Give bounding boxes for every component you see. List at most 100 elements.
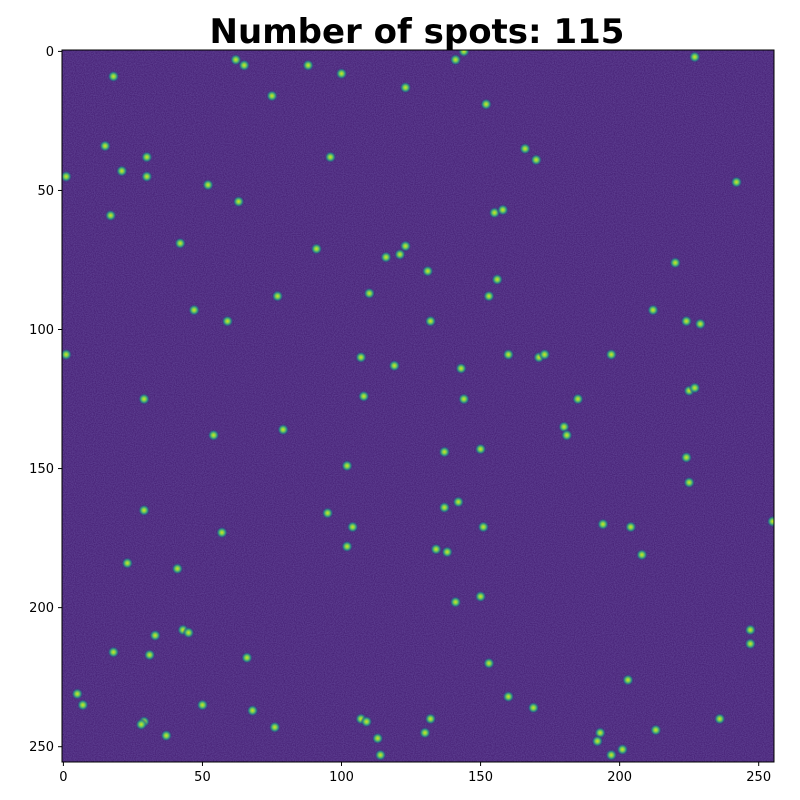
spot-27 xyxy=(380,251,393,264)
spot-73 xyxy=(624,520,637,533)
spot-3 xyxy=(335,67,348,80)
spot-108 xyxy=(371,732,384,745)
spot-48 xyxy=(605,348,618,361)
spot-32 xyxy=(271,290,284,303)
spot-41 xyxy=(62,348,73,361)
spot-62 xyxy=(341,459,354,472)
spot-44 xyxy=(455,362,468,375)
spot-69 xyxy=(215,526,228,539)
spot-90 xyxy=(482,657,495,670)
y-tick-label-50: 50 xyxy=(37,184,54,199)
spot-36 xyxy=(221,315,234,328)
spot-25 xyxy=(310,242,323,255)
spot-58 xyxy=(560,429,573,442)
spot-20 xyxy=(232,195,245,208)
x-tick-label-200: 200 xyxy=(607,770,632,785)
x-tick-label-250: 250 xyxy=(746,770,771,785)
x-axis: 0 50 100 150 200 250 xyxy=(59,762,771,785)
spot-35 xyxy=(188,304,201,317)
spot-106 xyxy=(649,724,662,737)
spot-61 xyxy=(680,451,693,464)
spot-67 xyxy=(438,501,451,514)
spot-70 xyxy=(346,520,359,533)
y-tick-label-250: 250 xyxy=(29,740,54,755)
spot-81 xyxy=(474,590,487,603)
spot-28 xyxy=(393,248,406,261)
spot-78 xyxy=(121,557,134,570)
spot-12 xyxy=(324,151,337,164)
spot-6 xyxy=(688,50,701,63)
y-tick-label-150: 150 xyxy=(29,462,54,477)
spot-31 xyxy=(491,273,504,286)
spot-113 xyxy=(616,743,629,756)
spot-60 xyxy=(474,443,487,456)
spot-14 xyxy=(530,153,543,166)
spot-10 xyxy=(99,139,112,152)
spot-84 xyxy=(149,629,162,642)
spot-11 xyxy=(140,151,153,164)
image-area xyxy=(62,50,774,762)
spot-92 xyxy=(71,687,84,700)
chart-title: Number of spots: 115 xyxy=(210,12,625,52)
spot-4 xyxy=(449,53,462,66)
x-tick-label-100: 100 xyxy=(329,770,354,785)
y-tick-label-100: 100 xyxy=(29,323,54,338)
spot-51 xyxy=(457,393,470,406)
spot-54 xyxy=(688,381,701,394)
x-tick-label-0: 0 xyxy=(59,770,67,785)
spot-9 xyxy=(480,98,493,111)
y-axis: 0 50 100 150 200 250 xyxy=(29,45,62,755)
spot-15 xyxy=(115,164,128,177)
spot-24 xyxy=(174,237,187,250)
y-tick-label-200: 200 xyxy=(29,601,54,616)
spot-45 xyxy=(502,348,515,361)
spot-2 xyxy=(107,70,120,83)
spot-75 xyxy=(430,543,443,556)
spot-101 xyxy=(360,715,373,728)
spot-42 xyxy=(354,351,367,364)
spot-83 xyxy=(182,626,195,639)
spot-68 xyxy=(766,515,774,528)
spot-19 xyxy=(730,176,743,189)
spot-88 xyxy=(143,648,156,661)
spot-18 xyxy=(202,178,215,191)
x-tick-label-150: 150 xyxy=(468,770,493,785)
image-noise xyxy=(62,50,774,762)
spot-104 xyxy=(268,721,281,734)
spot-85 xyxy=(744,623,757,636)
spot-29 xyxy=(669,256,682,269)
x-tick-label-50: 50 xyxy=(194,770,211,785)
spot-111 xyxy=(374,749,387,762)
spot-95 xyxy=(502,690,515,703)
spot-47 xyxy=(538,348,551,361)
plot-frame xyxy=(61,49,775,763)
spot-94 xyxy=(196,698,209,711)
y-tick-label-0: 0 xyxy=(46,45,54,60)
spot-38 xyxy=(647,304,660,317)
spot-72 xyxy=(596,518,609,531)
spot-65 xyxy=(138,504,151,517)
spot-39 xyxy=(680,315,693,328)
spot-40 xyxy=(694,317,707,330)
spot-23 xyxy=(496,203,509,216)
spot-112 xyxy=(605,749,618,762)
spot-93 xyxy=(76,698,89,711)
spot-66 xyxy=(321,507,334,520)
spot-17 xyxy=(140,170,153,183)
spot-96 xyxy=(246,704,259,717)
spot-7 xyxy=(399,81,412,94)
spot-30 xyxy=(421,265,434,278)
spot-13 xyxy=(519,142,532,155)
spot-97 xyxy=(527,701,540,714)
spot-91 xyxy=(621,673,634,686)
spot-8 xyxy=(265,89,278,102)
spot-21 xyxy=(104,209,117,222)
spot-114 xyxy=(302,59,315,72)
spot-89 xyxy=(240,651,253,664)
spot-5 xyxy=(457,50,470,58)
spot-79 xyxy=(171,562,184,575)
spot-16 xyxy=(62,170,73,183)
spot-74 xyxy=(341,540,354,553)
spot-59 xyxy=(438,445,451,458)
